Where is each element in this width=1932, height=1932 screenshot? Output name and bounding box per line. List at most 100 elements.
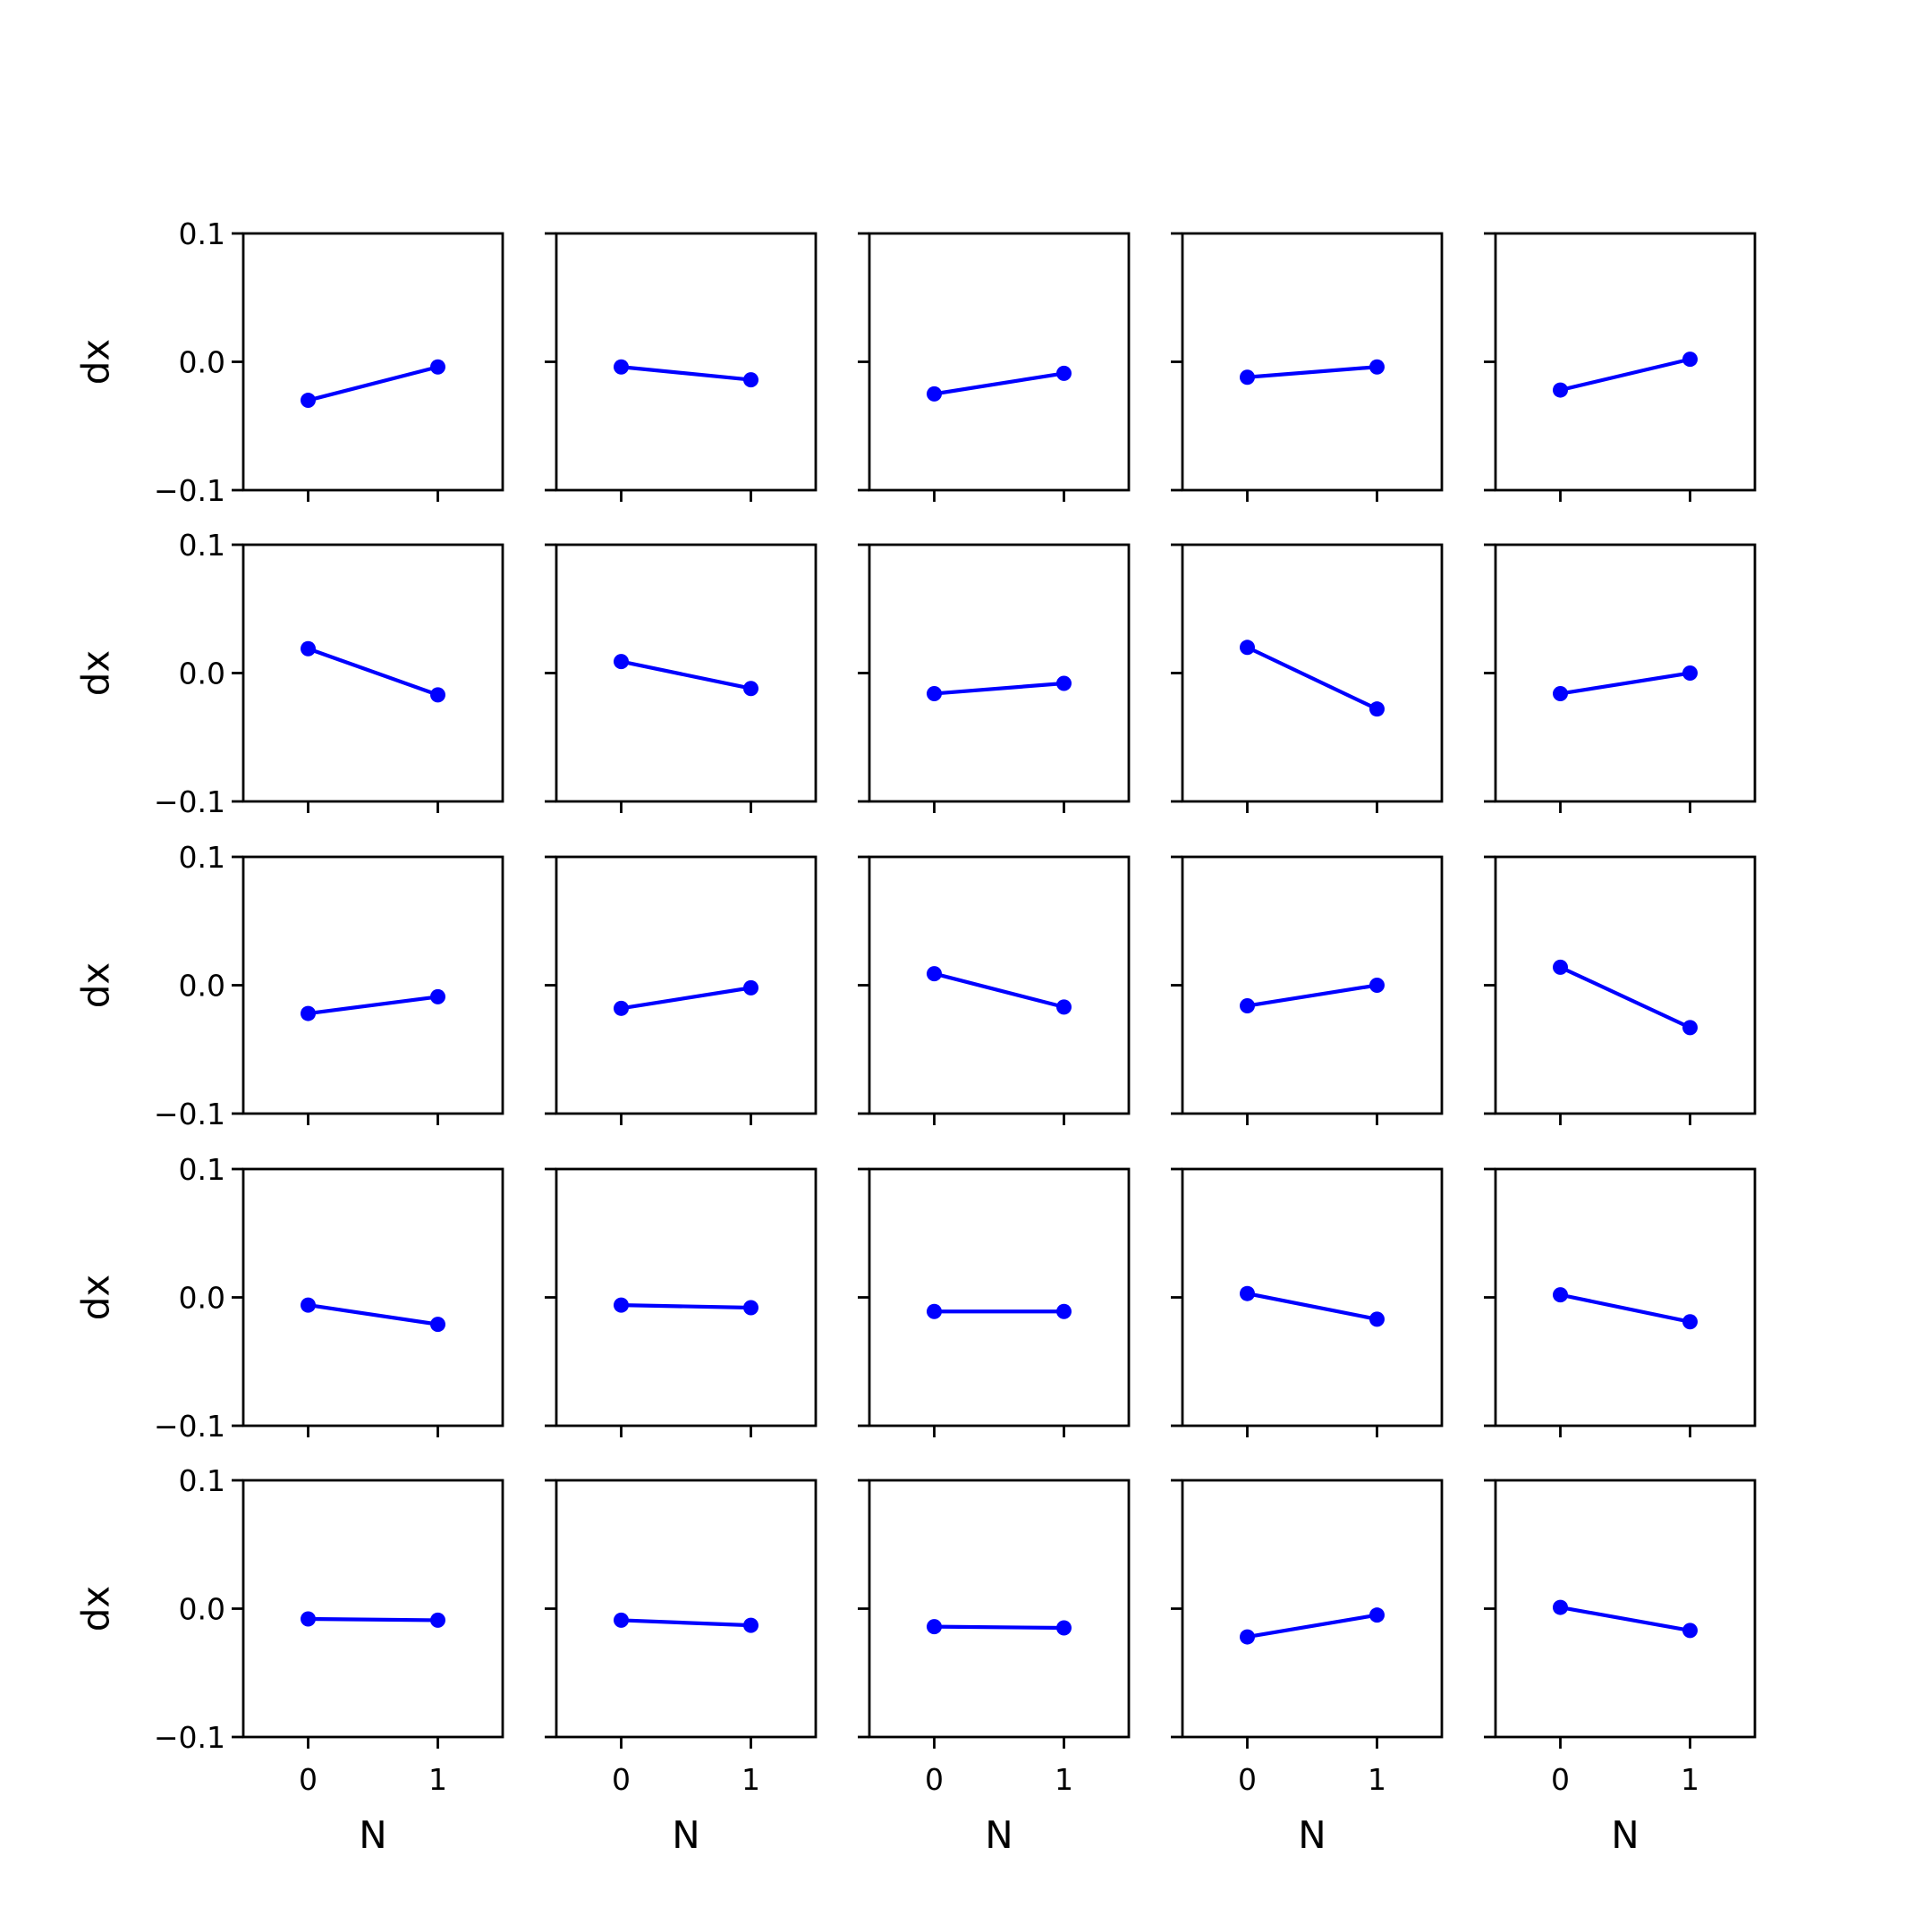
subplot-r3-c1: 0.1 0.0 −0.1 dx [74, 840, 504, 1131]
series-line [934, 681, 1064, 696]
subplot-r3-c5 [1484, 855, 1757, 1125]
plot-frame [242, 232, 504, 492]
subplot-r1-c4 [1171, 232, 1444, 502]
x-tick-label: 1 [1055, 1762, 1073, 1797]
data-point [1240, 640, 1255, 656]
data-point [1056, 1303, 1072, 1319]
data-point [430, 1317, 445, 1333]
x-tick-label: 1 [428, 1762, 447, 1797]
data-point [1240, 1629, 1255, 1645]
subplot-r4-c3 [858, 1167, 1131, 1437]
data-point [301, 393, 316, 409]
subplot-r4-c2 [545, 1167, 818, 1437]
data-point [1553, 685, 1568, 701]
plot-frame [555, 543, 818, 803]
y-tick-label: 0.1 [179, 528, 225, 563]
series-line [621, 986, 751, 1011]
data-point [614, 1612, 629, 1628]
plot-frame [868, 1167, 1131, 1428]
y-axis-title: dx [74, 1586, 118, 1632]
data-point [614, 1000, 629, 1016]
data-point [743, 681, 758, 697]
x-axis-title: N [359, 1813, 386, 1857]
y-tick-label: −0.1 [154, 1720, 225, 1755]
data-point [1682, 1020, 1698, 1036]
y-tick-label: −0.1 [154, 784, 225, 819]
data-point [614, 1297, 629, 1313]
plot-frame [555, 232, 818, 492]
y-tick-label: 0.0 [179, 969, 225, 1004]
series-line [1247, 365, 1377, 379]
data-point [301, 1611, 316, 1627]
subplot-r1-c2 [545, 232, 818, 502]
series-line [1247, 983, 1377, 1008]
data-point [1369, 1311, 1385, 1327]
data-point [1240, 369, 1255, 386]
subplot-r2-c2 [545, 543, 818, 813]
subplot-r5-c2: 0 1 N [545, 1479, 818, 1857]
y-tick-label: 0.1 [179, 840, 225, 875]
subplot-r1-c5 [1484, 232, 1757, 502]
data-point [1682, 665, 1698, 681]
x-tick-label: 0 [1551, 1762, 1570, 1797]
y-tick-label: −0.1 [154, 1097, 225, 1131]
series-line [621, 1618, 751, 1628]
data-point [1369, 1607, 1385, 1623]
data-point [1553, 1599, 1568, 1615]
series-line [621, 659, 751, 691]
x-tick-label: 1 [741, 1762, 760, 1797]
y-axis-title: dx [74, 650, 118, 697]
data-point [743, 1617, 758, 1633]
x-axis-title: N [1611, 1813, 1639, 1857]
x-tick-label: 0 [925, 1762, 944, 1797]
plot-frame [555, 1167, 818, 1428]
data-point [1056, 1620, 1072, 1636]
x-axis-title: N [1298, 1813, 1326, 1857]
data-point [1056, 675, 1072, 691]
x-tick-label: 1 [1681, 1762, 1699, 1797]
subplot-r4-c4 [1171, 1167, 1444, 1437]
data-point [1056, 999, 1072, 1015]
data-point [743, 372, 758, 388]
data-point [1553, 959, 1568, 975]
data-point [927, 386, 942, 402]
data-point [1056, 365, 1072, 381]
plot-frame [1181, 232, 1444, 492]
series-line [621, 1303, 751, 1310]
series-line [934, 371, 1064, 396]
series-line [934, 1624, 1064, 1631]
data-point [1682, 352, 1698, 368]
data-point [1240, 1285, 1255, 1301]
x-tick-label: 0 [299, 1762, 318, 1797]
subplot-r5-c5: 0 1 N [1484, 1479, 1757, 1857]
data-point [430, 988, 445, 1004]
series-line [1560, 1605, 1690, 1632]
y-tick-label: 0.0 [179, 345, 225, 380]
subplot-r2-c4 [1171, 543, 1444, 813]
x-axis-title: N [985, 1813, 1013, 1857]
data-point [1553, 382, 1568, 398]
plot-frame [1494, 1479, 1757, 1739]
y-axis-title: dx [74, 962, 118, 1009]
subplot-r2-c3 [858, 543, 1131, 813]
subplot-r1-c3 [858, 232, 1131, 502]
y-tick-label: 0.1 [179, 1463, 225, 1498]
series-line [621, 365, 751, 382]
x-tick-label: 1 [1368, 1762, 1386, 1797]
data-point [743, 1300, 758, 1316]
data-point [927, 685, 942, 701]
plot-frame [555, 855, 818, 1115]
subplot-r2-c1: 0.1 0.0 −0.1 dx [74, 528, 504, 819]
y-axis-title: dx [74, 339, 118, 386]
series-line [1247, 1613, 1377, 1640]
subplot-grid: 0.10.0−0.1dx0.10.0−0.1dx0.10.0−0.1dx0.10… [74, 216, 1757, 1857]
y-axis-title: dx [74, 1275, 118, 1321]
plot-frame [1181, 855, 1444, 1115]
series-line [1560, 671, 1690, 696]
y-tick-label: 0.1 [179, 216, 225, 251]
plot-frame [242, 855, 504, 1115]
y-tick-label: −0.1 [154, 1409, 225, 1444]
series-line [933, 971, 1065, 1009]
subplot-r3-c3 [858, 855, 1131, 1125]
